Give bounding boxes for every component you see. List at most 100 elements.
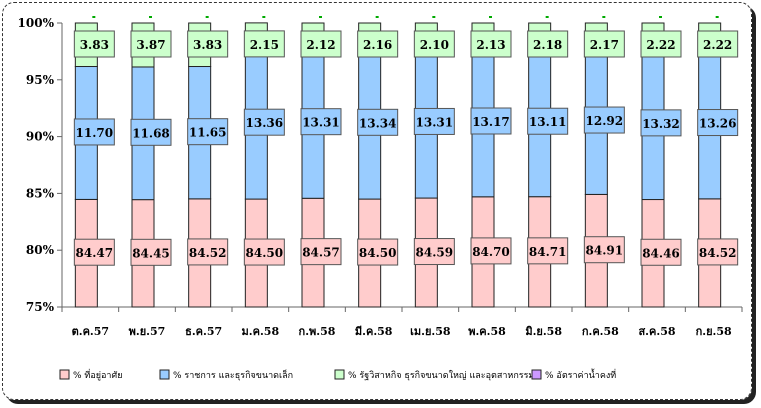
legend-swatch [531, 369, 542, 380]
x-tick-label: ก.พ.58 [299, 325, 336, 338]
legend-swatch [334, 369, 345, 380]
legend-label: % ที่อยู่อาศัย [73, 368, 122, 381]
data-label-box [697, 109, 739, 137]
data-label: 84.70 [472, 245, 510, 259]
data-label-box [243, 30, 285, 58]
data-label: 84.71 [529, 245, 567, 259]
data-label: 13.34 [359, 116, 397, 130]
x-tick-label: ม.ค.58 [242, 325, 280, 338]
y-tick-label: 90% [26, 130, 55, 144]
y-tick-label: 95% [26, 73, 55, 87]
chart-frame [2, 2, 752, 400]
data-label: 13.17 [472, 115, 510, 129]
data-label: 3.83 [80, 38, 109, 52]
data-label: 3.83 [193, 38, 222, 52]
data-label: 84.52 [189, 246, 227, 260]
data-label-box [187, 118, 229, 146]
data-label: 11.68 [132, 126, 170, 140]
x-tick-label: เม.ย.58 [410, 325, 451, 338]
data-label-box [73, 30, 115, 58]
data-label-box [527, 30, 569, 58]
data-label: 84.52 [699, 246, 737, 260]
y-tick-label: 80% [26, 243, 55, 257]
x-tick-label: ธ.ค.57 [185, 325, 222, 338]
data-label-box [640, 30, 682, 58]
data-label: 11.65 [189, 126, 227, 140]
legend-label: % รัฐวิสาหกิจ ธุรกิจขนาดใหญ่ และอุตสาหกร… [348, 370, 534, 381]
data-label: 13.11 [529, 115, 567, 129]
data-label-box [527, 237, 569, 265]
data-label-box [583, 30, 625, 58]
data-label: 2.22 [646, 38, 675, 52]
data-label-box [300, 108, 342, 136]
data-label-box [470, 30, 512, 58]
data-label: 2.15 [250, 38, 279, 52]
data-label-box [357, 108, 399, 136]
data-label-box [640, 238, 682, 266]
data-label-box [357, 30, 399, 58]
data-label-box [243, 238, 285, 266]
data-label-box [300, 30, 342, 58]
data-label: 84.47 [76, 246, 114, 260]
data-label: 84.91 [586, 244, 624, 258]
data-label: 84.46 [642, 246, 680, 260]
data-label: 2.18 [533, 38, 562, 52]
data-label-box [583, 106, 625, 134]
x-tick-label: ก.ค.58 [582, 325, 619, 338]
x-tick-label: ส.ค.58 [638, 325, 675, 338]
data-label: 84.50 [359, 246, 397, 260]
data-label: 2.13 [476, 38, 505, 52]
data-label: 13.26 [699, 117, 737, 131]
data-label: 13.31 [416, 115, 454, 129]
data-label: 13.31 [302, 116, 340, 130]
x-tick-label: มิ.ย.58 [525, 325, 562, 338]
data-label-box [187, 30, 229, 58]
data-label: 2.16 [363, 38, 392, 52]
data-label-box [697, 30, 739, 58]
data-label: 12.92 [586, 114, 624, 128]
data-label-box [73, 238, 115, 266]
data-label: 84.45 [132, 246, 170, 260]
legend-label: % ราชการ และธุรกิจขนาดเล็ก [173, 368, 293, 381]
data-label: 2.17 [590, 38, 619, 52]
data-label-box [413, 30, 455, 58]
data-label-box [357, 238, 399, 266]
y-tick-label: 85% [26, 186, 55, 200]
data-label-box [413, 238, 455, 266]
data-label: 13.32 [642, 117, 680, 131]
legend-label: % อัตราค่าน้ำคงที่ [545, 368, 616, 381]
data-label-box [187, 238, 229, 266]
data-label-box [300, 238, 342, 266]
data-label: 84.50 [246, 246, 284, 260]
data-label: 84.59 [416, 246, 454, 260]
legend-swatch [59, 369, 70, 380]
data-label: 2.10 [420, 38, 449, 52]
data-label-box [130, 30, 172, 58]
data-label: 3.87 [136, 38, 165, 52]
legend-swatch [159, 369, 170, 380]
data-label-box [583, 236, 625, 264]
data-label-box [697, 238, 739, 266]
data-label-box [130, 118, 172, 146]
x-tick-label: มี.ค.58 [355, 325, 393, 338]
y-tick-label: 75% [26, 300, 55, 314]
data-label: 2.12 [306, 38, 335, 52]
data-label: 84.57 [302, 246, 340, 260]
data-label-box [73, 118, 115, 146]
data-label-box [470, 107, 512, 135]
x-tick-label: ต.ค.57 [72, 325, 109, 338]
x-tick-label: พ.ค.58 [468, 325, 506, 338]
data-label-box [470, 237, 512, 265]
data-label-box [243, 108, 285, 136]
y-tick-label: 100% [18, 16, 55, 30]
data-label: 11.70 [76, 126, 114, 140]
data-label: 2.22 [703, 38, 732, 52]
data-label-box [130, 238, 172, 266]
x-tick-label: ก.ย.58 [696, 325, 732, 338]
data-label-box [413, 107, 455, 135]
data-label-box [640, 109, 682, 137]
x-tick-label: พ.ย.57 [129, 325, 166, 338]
data-label: 13.36 [246, 116, 284, 130]
